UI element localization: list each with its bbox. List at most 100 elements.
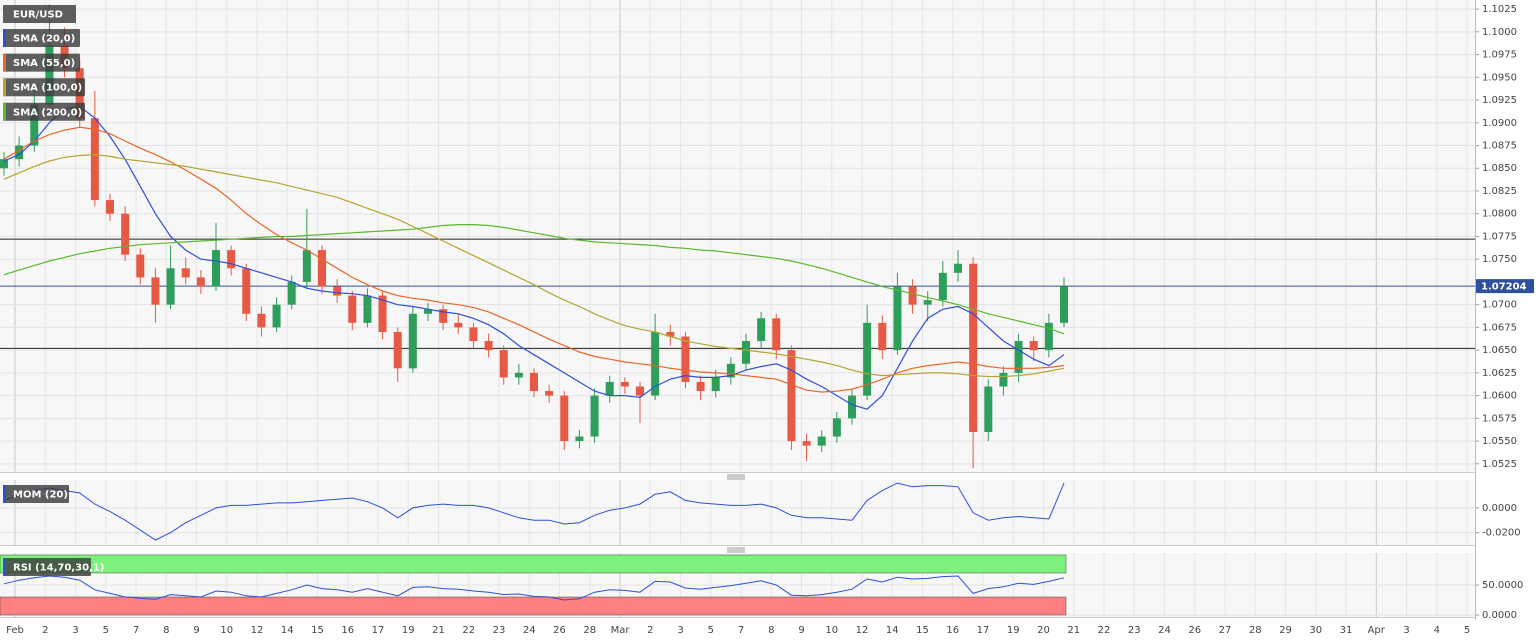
x-tick-label: 20	[1037, 625, 1050, 636]
x-tick-label: 16	[341, 625, 354, 636]
resize-handle[interactable]	[727, 474, 745, 480]
candle-body	[651, 331, 660, 396]
x-tick-label: 12	[856, 625, 869, 636]
candle-body	[181, 268, 190, 278]
x-tick-label: 8	[163, 625, 169, 636]
x-tick-label: 14	[281, 625, 294, 636]
candle-body	[378, 295, 387, 332]
candle-body	[999, 372, 1008, 387]
candle-body	[984, 386, 993, 432]
y-tick-label: 1.0975	[1482, 50, 1517, 61]
candle-body	[742, 341, 750, 364]
candle-body	[514, 372, 523, 378]
candle-body	[863, 322, 872, 396]
candle-body	[424, 309, 432, 314]
sma-line	[3, 126, 1065, 393]
y-tick-label: 1.0550	[1482, 436, 1517, 447]
x-tick-label: 2	[647, 625, 653, 636]
candle-body	[681, 336, 690, 382]
y-tick-label: 1.0750	[1482, 254, 1517, 265]
candle-body	[212, 250, 220, 287]
x-tick-label: 3	[72, 625, 78, 636]
candle-body	[363, 295, 372, 323]
candle-body	[302, 250, 311, 282]
x-tick-label: 7	[133, 625, 139, 636]
last-price-tag	[1476, 279, 1534, 294]
x-tick-label: 31	[1340, 625, 1353, 636]
indicator-label: MOM (20)	[13, 490, 68, 501]
candle-body	[893, 286, 902, 351]
candle-body	[499, 350, 508, 378]
x-tick-label: 9	[798, 625, 804, 636]
y-tick-label: 1.0875	[1482, 141, 1517, 152]
indicator-label-box	[3, 485, 69, 503]
legend-entry-swatch	[3, 78, 6, 97]
x-tick-label: 10	[825, 625, 838, 636]
x-tick-label: 24	[523, 625, 536, 636]
candle-body	[287, 281, 296, 305]
x-tick-label: 2	[42, 625, 48, 636]
y-tick-label: 1.0600	[1482, 391, 1517, 402]
candle-body	[696, 381, 705, 392]
candle-body	[136, 254, 145, 278]
candle-body	[408, 313, 417, 369]
y-tick-label: 1.1025	[1482, 4, 1517, 15]
y-tick-label: 1.0825	[1482, 186, 1517, 197]
y-tick-label: 1.0575	[1482, 413, 1517, 424]
x-tick-label: 17	[977, 625, 990, 636]
y-tick-label: 0.0000	[1482, 503, 1517, 514]
candle-body	[954, 263, 962, 273]
y-tick-label: 50.0000	[1482, 580, 1523, 591]
x-tick-label: 8	[768, 625, 774, 636]
candle-body	[0, 159, 8, 169]
candle-body	[726, 363, 735, 378]
last-price-label: 1.07204	[1481, 282, 1527, 293]
candle-body	[106, 200, 114, 214]
x-tick-label: 19	[402, 625, 415, 636]
legend-entry-swatch	[3, 29, 6, 47]
candle-body	[1060, 286, 1068, 323]
sma-line	[3, 105, 1065, 410]
x-tick-label: 21	[1067, 625, 1080, 636]
legend-entry: SMA (55,0)	[13, 58, 75, 69]
x-tick-label: Mar	[611, 625, 631, 636]
candle-body	[393, 331, 402, 369]
candle-body	[711, 377, 720, 392]
indicator-label: RSI (14,70,30,1)	[13, 563, 104, 574]
x-tick-label: 5	[103, 625, 109, 636]
candle-body	[817, 436, 826, 446]
y-tick-label: 1.0675	[1482, 322, 1517, 333]
y-tick-label: 1.0700	[1482, 300, 1517, 311]
candle-body	[484, 341, 493, 351]
y-tick-label: 1.0525	[1482, 459, 1517, 470]
candle-body	[166, 268, 175, 305]
y-tick-label: -0.0200	[1482, 528, 1521, 539]
x-tick-label: 10	[220, 625, 233, 636]
x-tick-label: 23	[493, 625, 506, 636]
candle-body	[348, 295, 357, 323]
candle-body	[772, 318, 781, 351]
x-tick-label: 21	[432, 625, 445, 636]
x-tick-label: 29	[1279, 625, 1292, 636]
resize-handle[interactable]	[727, 547, 745, 553]
indicator-label-swatch	[3, 485, 6, 503]
y-tick-label: 1.0925	[1482, 95, 1517, 106]
x-tick-label: 22	[462, 625, 475, 636]
x-tick-label: 26	[553, 625, 566, 636]
candle-body	[832, 418, 841, 437]
x-tick-label: 19	[1007, 625, 1020, 636]
candle-body	[227, 250, 236, 269]
candle-body	[908, 286, 917, 305]
candle-body	[121, 213, 130, 255]
candle-body	[575, 436, 584, 442]
candle-body	[848, 395, 856, 419]
y-tick-label: 1.0900	[1482, 118, 1517, 129]
candle-body	[257, 313, 266, 328]
x-tick-label: Feb	[6, 625, 24, 636]
indicator-label-box	[3, 558, 91, 576]
candle-body	[333, 286, 342, 296]
legend-entry-box	[3, 78, 85, 97]
x-tick-label: 15	[916, 625, 929, 636]
sma-line	[3, 153, 1065, 378]
